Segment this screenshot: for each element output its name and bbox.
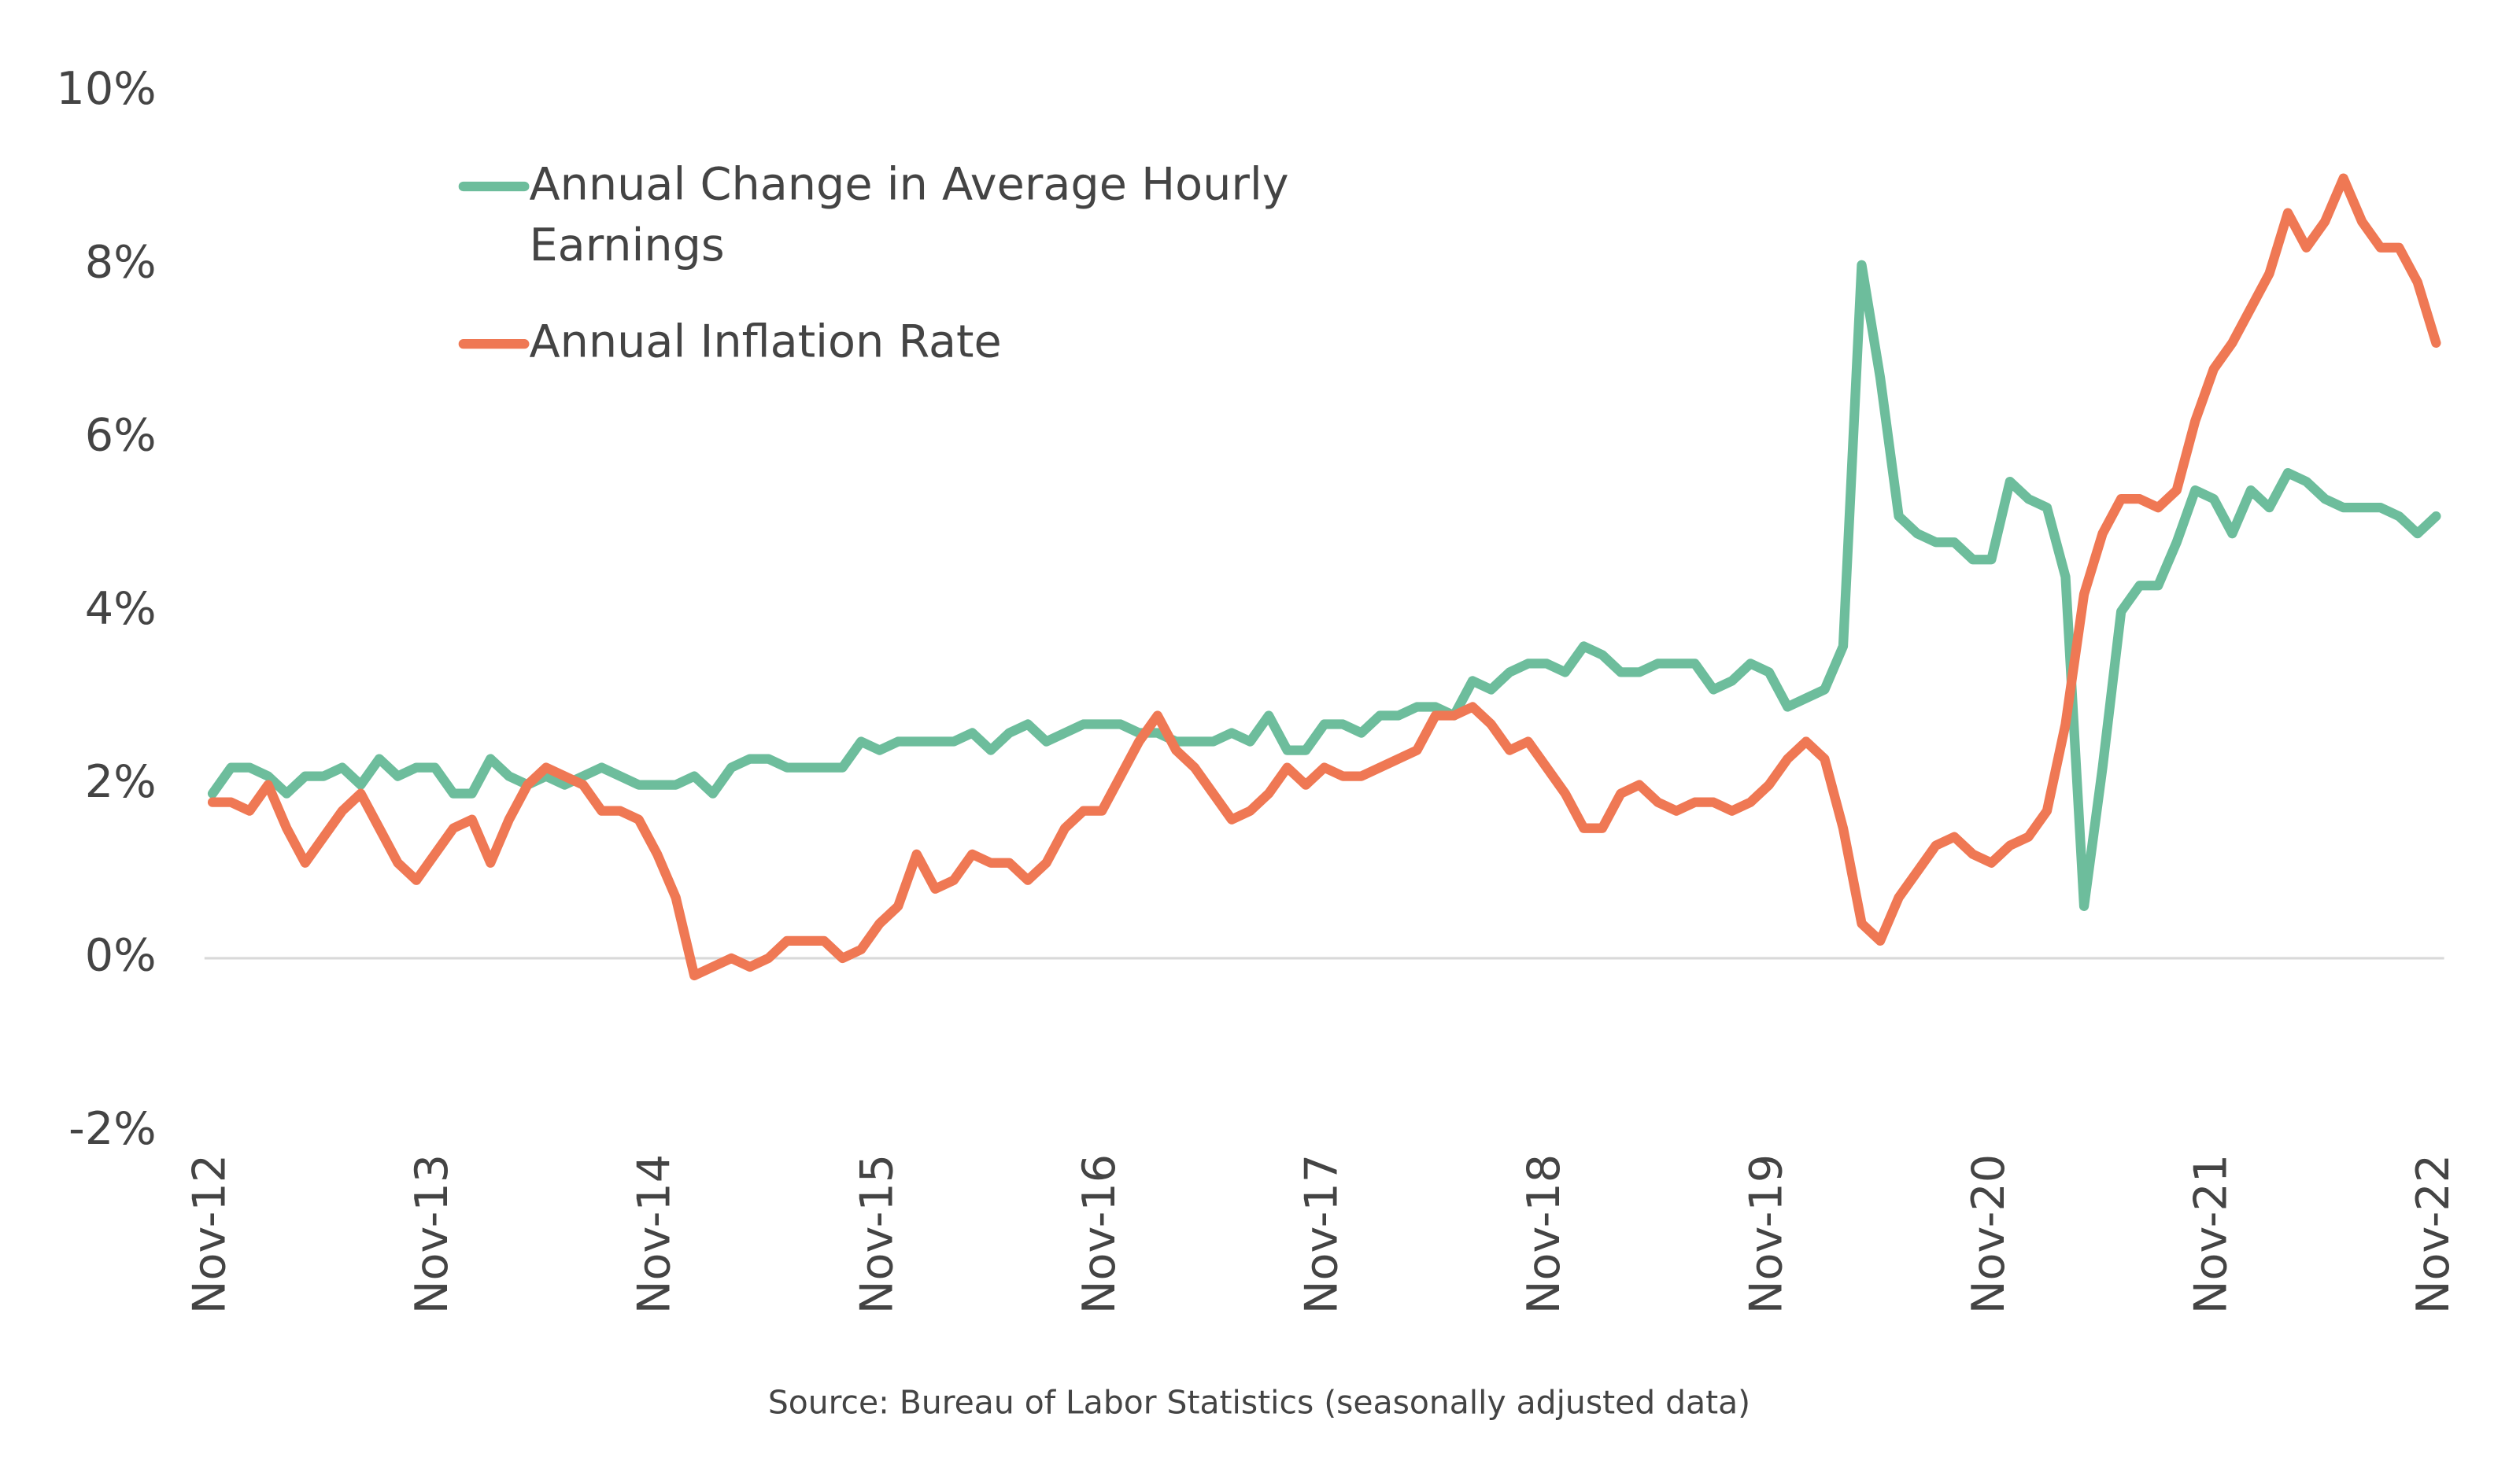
x-tick-label: Nov-16 [1073, 1154, 1125, 1314]
series-line [207, 173, 2441, 981]
y-tick-label: 6% [85, 410, 157, 462]
x-tick-label: Nov-14 [629, 1154, 681, 1314]
y-tick-label: -2% [68, 1103, 156, 1155]
x-tick-label: Nov-17 [1295, 1154, 1347, 1314]
y-tick-label: 0% [85, 930, 157, 982]
legend: Annual Change in Average Hourly Earnings… [458, 154, 1359, 373]
x-tick-label: Nov-13 [406, 1154, 458, 1314]
source-note: Source: Bureau of Labor Statistics (seas… [768, 1383, 1750, 1421]
x-tick-label: Nov-21 [2185, 1154, 2237, 1314]
y-tick-label: 8% [85, 236, 157, 288]
legend: Annual Change in Average Hourly Earnings… [458, 154, 1359, 373]
y-tick-label: 10% [56, 63, 156, 115]
legend-item: Annual Change in Average Hourly Earnings [458, 154, 1359, 276]
series-line [207, 260, 2441, 911]
legend-swatch [458, 339, 530, 349]
legend-swatch [458, 181, 530, 192]
x-tick-label: Nov-18 [1518, 1154, 1570, 1314]
x-tick-label: Nov-22 [2407, 1154, 2459, 1314]
y-tick-label: 2% [85, 756, 157, 808]
x-tick-label: Nov-12 [184, 1154, 236, 1314]
legend-label: Annual Inflation Rate [529, 315, 1002, 368]
legend-label: Annual Change in Average Hourly Earnings [529, 157, 1289, 272]
x-tick-label: Nov-20 [1963, 1154, 2015, 1314]
y-tick-label: 4% [85, 583, 157, 635]
x-tick-label: Nov-15 [851, 1154, 903, 1314]
x-tick-label: Nov-19 [1740, 1154, 1792, 1314]
legend-item: Annual Inflation Rate [458, 312, 1359, 373]
